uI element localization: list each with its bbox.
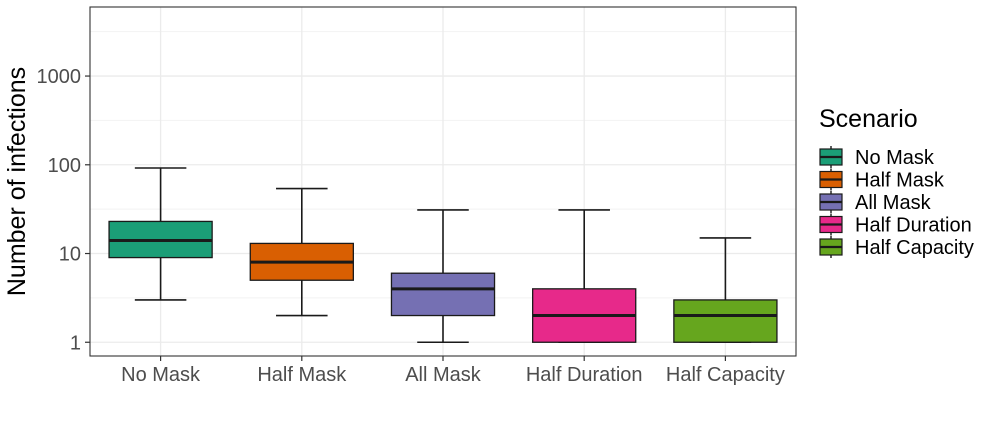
legend-label: No Mask: [855, 147, 935, 169]
x-tick-label: Half Mask: [257, 364, 347, 386]
legend-label: Half Capacity: [855, 237, 974, 259]
legend-title: Scenario: [819, 105, 918, 133]
legend-item: Half Capacity: [819, 236, 974, 259]
legend-item: Half Duration: [819, 213, 972, 237]
box-iqr: [673, 299, 778, 343]
x-tick-label: Half Duration: [526, 364, 643, 386]
legend-label: Half Duration: [855, 215, 972, 237]
box-iqr: [390, 272, 496, 317]
x-tick-label: Half Capacity: [666, 364, 785, 386]
legend-item: No Mask: [819, 146, 935, 169]
box-half-duration: [532, 209, 637, 344]
y-axis-label: Number of infections: [3, 67, 31, 296]
y-tick-label: 1000: [37, 66, 82, 88]
legend-item: Half Mask: [819, 168, 945, 192]
box-no-mask: [108, 167, 213, 301]
y-tick-label: 1: [70, 332, 81, 354]
box-half-capacity: [673, 237, 778, 344]
legend-item: All Mask: [819, 191, 932, 214]
y-tick-label: 10: [59, 244, 81, 266]
box-all-mask: [390, 209, 496, 344]
axes: 1 10 100 1000 No Mask Half Mask All Mask Half D…: [37, 66, 785, 386]
box-half-mask: [249, 187, 354, 317]
legend-label: Half Mask: [855, 170, 945, 192]
boxes: [108, 167, 778, 344]
legend-label: All Mask: [855, 192, 932, 214]
x-tick-label: No Mask: [121, 364, 201, 386]
x-tick-label: All Mask: [405, 364, 482, 386]
y-tick-label: 100: [48, 155, 81, 177]
